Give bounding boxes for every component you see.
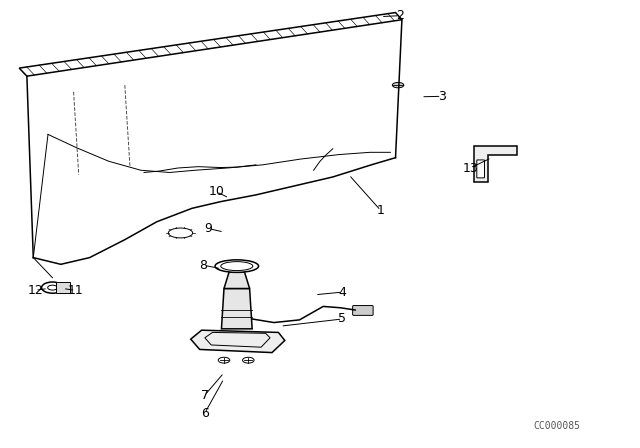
Polygon shape: [19, 13, 402, 76]
Ellipse shape: [168, 228, 193, 238]
Text: 7: 7: [201, 388, 209, 402]
Text: 6: 6: [201, 406, 209, 420]
Text: 13: 13: [463, 161, 478, 175]
Polygon shape: [221, 289, 252, 329]
Text: 2: 2: [396, 9, 404, 22]
Polygon shape: [474, 146, 517, 182]
FancyBboxPatch shape: [477, 160, 484, 178]
Polygon shape: [224, 272, 250, 289]
Text: 3: 3: [438, 90, 445, 103]
Ellipse shape: [392, 82, 404, 88]
Ellipse shape: [215, 260, 259, 272]
Ellipse shape: [42, 282, 63, 293]
Text: 4: 4: [339, 285, 346, 299]
Ellipse shape: [218, 358, 230, 363]
Text: 12: 12: [28, 284, 43, 297]
Text: CC000085: CC000085: [533, 421, 580, 431]
FancyBboxPatch shape: [56, 282, 70, 293]
FancyBboxPatch shape: [353, 306, 373, 315]
Ellipse shape: [48, 285, 58, 290]
Ellipse shape: [243, 358, 254, 363]
Ellipse shape: [221, 262, 253, 271]
Text: 1: 1: [377, 204, 385, 217]
Text: 10: 10: [209, 185, 224, 198]
Text: 5: 5: [339, 312, 346, 326]
Text: 9: 9: [204, 222, 212, 235]
Polygon shape: [191, 330, 285, 353]
Text: 11: 11: [68, 284, 83, 297]
Text: 8: 8: [200, 258, 207, 272]
